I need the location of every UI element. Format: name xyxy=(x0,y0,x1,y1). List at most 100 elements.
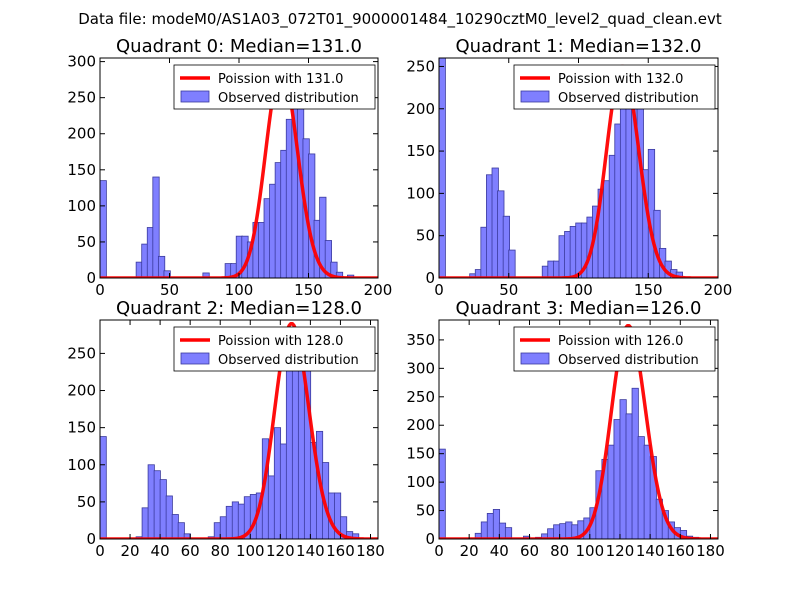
histogram-bar xyxy=(141,507,149,539)
y-tick-label: 250 xyxy=(406,57,435,75)
histogram-bar xyxy=(171,514,179,539)
subplot-grid: Quadrant 0: Median=131.00 50 100 150 2000501… xyxy=(67,36,732,560)
histogram-bar xyxy=(225,505,233,539)
x-tick-label: 50 xyxy=(499,281,518,299)
legend-label-poisson: Poission with 131.0 xyxy=(218,72,343,87)
histogram-bar xyxy=(631,387,639,539)
legend-label-observed: Observed distribution xyxy=(558,91,699,106)
legend-label-observed: Observed distribution xyxy=(218,91,359,106)
x-tick-label: 0 xyxy=(434,281,444,299)
legend-label-poisson: Poission with 132.0 xyxy=(558,72,683,87)
histogram-bar xyxy=(643,444,651,539)
x-tick-label: 200 xyxy=(704,281,733,299)
x-tick-label: 160 xyxy=(666,542,695,560)
histogram-bar xyxy=(163,270,171,278)
x-tick-label: 20 xyxy=(121,542,140,560)
poisson-curve xyxy=(100,321,378,539)
x-tick-label: 160 xyxy=(326,542,355,560)
x-tick-label: 60 xyxy=(520,542,539,560)
subplot-title: Quadrant 0: Median=131.0 xyxy=(116,36,362,57)
histogram-bar xyxy=(285,360,294,539)
subplot-quadrant-3: Quadrant 3: Median=126.00 20 40 60 80 100 120 1… xyxy=(406,298,724,560)
legend: Poission with 128.0 Observed distribution xyxy=(173,326,376,372)
histogram-bar xyxy=(319,196,327,278)
x-tick-label: 140 xyxy=(296,542,325,560)
histogram-bar xyxy=(480,521,488,539)
figure-suptitle: Data file: modeM0/AS1A03_072T01_90000014… xyxy=(78,10,722,29)
histogram-bar xyxy=(324,240,332,278)
histogram-bar xyxy=(100,436,107,539)
histogram-bar xyxy=(153,470,161,539)
histogram-bar xyxy=(279,443,288,539)
histogram-bar xyxy=(486,513,494,539)
legend-label-poisson: Poission with 128.0 xyxy=(218,334,343,349)
histogram-bar xyxy=(159,479,167,539)
histogram-bar xyxy=(439,58,446,278)
histogram-bar xyxy=(213,522,221,539)
legend-frame xyxy=(173,326,376,372)
histogram-bar xyxy=(157,255,166,278)
y-tick-label: 200 xyxy=(406,416,435,434)
y-tick-label: 200 xyxy=(67,125,96,143)
poisson-curve xyxy=(439,323,718,539)
histogram-bar xyxy=(439,448,446,539)
legend-label-observed: Observed distribution xyxy=(558,353,699,368)
x-tick-label: 150 xyxy=(294,281,323,299)
y-tick-label: 50 xyxy=(77,233,96,251)
y-tick-label: 250 xyxy=(67,89,96,107)
histogram-bar xyxy=(565,521,573,539)
histogram-bar xyxy=(625,413,633,539)
histogram-bar xyxy=(340,516,348,539)
y-tick-label: 250 xyxy=(67,344,96,362)
x-tick-label: 0 xyxy=(95,542,105,560)
y-tick-label: 100 xyxy=(67,197,96,215)
histogram-bar xyxy=(273,427,282,539)
x-tick-label: 0 xyxy=(95,281,105,299)
legend-bar-swatch xyxy=(520,352,550,365)
x-tick-label: 120 xyxy=(266,542,295,560)
histogram-bar xyxy=(177,522,185,539)
plot-area xyxy=(100,321,378,539)
y-tick-label: 350 xyxy=(406,331,435,349)
y-tick-label: 0 xyxy=(425,269,435,287)
y-tick-label: 150 xyxy=(67,161,96,179)
x-tick-label: 0 xyxy=(434,542,444,560)
histogram-bar xyxy=(502,215,510,278)
histogram-bar xyxy=(297,364,306,539)
subplot-quadrant-2: Quadrant 2: Median=128.00 20 40 60 80 100 120 1… xyxy=(67,298,384,560)
x-tick-label: 100 xyxy=(236,542,265,560)
x-tick-label: 60 xyxy=(181,542,200,560)
y-tick-label: 100 xyxy=(406,473,435,491)
histogram-bar xyxy=(619,399,627,539)
subplot-title: Quadrant 2: Median=128.0 xyxy=(116,298,362,319)
y-tick-label: 150 xyxy=(406,142,435,160)
legend: Poission with 131.0 Observed distribution xyxy=(173,64,376,110)
y-tick-label: 200 xyxy=(406,100,435,118)
histogram-bar xyxy=(237,503,245,539)
x-tick-label: 100 xyxy=(575,542,604,560)
x-tick-label: 50 xyxy=(160,281,179,299)
x-tick-label: 40 xyxy=(151,542,170,560)
histogram-bar xyxy=(637,436,645,539)
x-tick-label: 180 xyxy=(696,542,725,560)
plot-area xyxy=(100,67,378,278)
x-tick-label: 20 xyxy=(460,542,479,560)
plot-area xyxy=(439,323,718,539)
histogram-bar xyxy=(100,180,107,278)
histogram-bar xyxy=(267,475,276,539)
axes-frame xyxy=(438,319,719,540)
histogram-bar xyxy=(335,271,344,278)
y-tick-label: 150 xyxy=(67,419,96,437)
y-tick-label: 50 xyxy=(416,502,435,520)
histogram-bar xyxy=(147,464,155,539)
y-tick-label: 200 xyxy=(67,382,96,400)
legend: Poission with 132.0 Observed distribution xyxy=(513,64,716,110)
y-tick-label: 0 xyxy=(86,269,96,287)
legend-label-poisson: Poission with 126.0 xyxy=(558,334,683,349)
subplot-title: Quadrant 3: Median=126.0 xyxy=(456,298,702,319)
axes-frame xyxy=(99,319,379,540)
histogram-bar xyxy=(492,509,501,539)
histogram-bar xyxy=(219,516,227,539)
y-tick-label: 100 xyxy=(406,184,435,202)
histogram-bar xyxy=(352,533,360,539)
